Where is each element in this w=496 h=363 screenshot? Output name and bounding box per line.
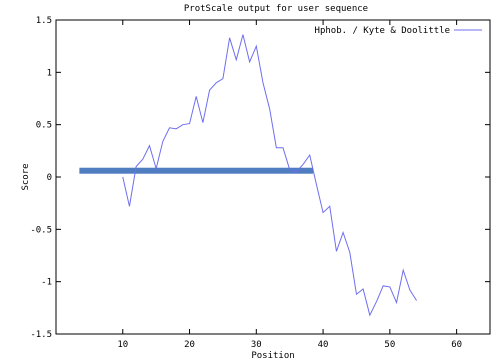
x-tick-label: 30: [251, 340, 262, 350]
y-axis: -1.5 -1 -0.5 0 0.5 1 1.5: [30, 16, 490, 340]
x-axis: 10 20 30 40 50 60: [117, 20, 462, 350]
y-tick-label: -0.5: [30, 225, 52, 235]
y-tick-label: 1: [47, 68, 52, 78]
threshold-bar: [79, 167, 314, 174]
legend-label: Hphob. / Kyte & Doolittle: [315, 26, 450, 36]
x-axis-label: Position: [251, 351, 294, 361]
x-tick-label: 40: [318, 340, 329, 350]
plot-area: [55, 19, 491, 335]
series-layer: [122, 34, 417, 317]
y-tick-label: -1: [41, 278, 52, 288]
y-tick-label: -1.5: [30, 330, 52, 340]
y-axis-label: Score: [21, 163, 31, 190]
x-tick-label: 20: [184, 340, 195, 350]
x-tick-label: 60: [451, 340, 462, 350]
y-tick-label: 1.5: [36, 16, 52, 26]
annotations: [79, 167, 314, 174]
legend: Hphob. / Kyte & Doolittle: [315, 26, 482, 36]
series-line: [122, 34, 417, 317]
x-tick-label: 10: [117, 340, 128, 350]
y-tick-label: 0: [47, 173, 52, 183]
chart-title: ProtScale output for user sequence: [184, 4, 368, 14]
x-tick-label: 50: [384, 340, 395, 350]
y-tick-label: 0.5: [36, 121, 52, 131]
